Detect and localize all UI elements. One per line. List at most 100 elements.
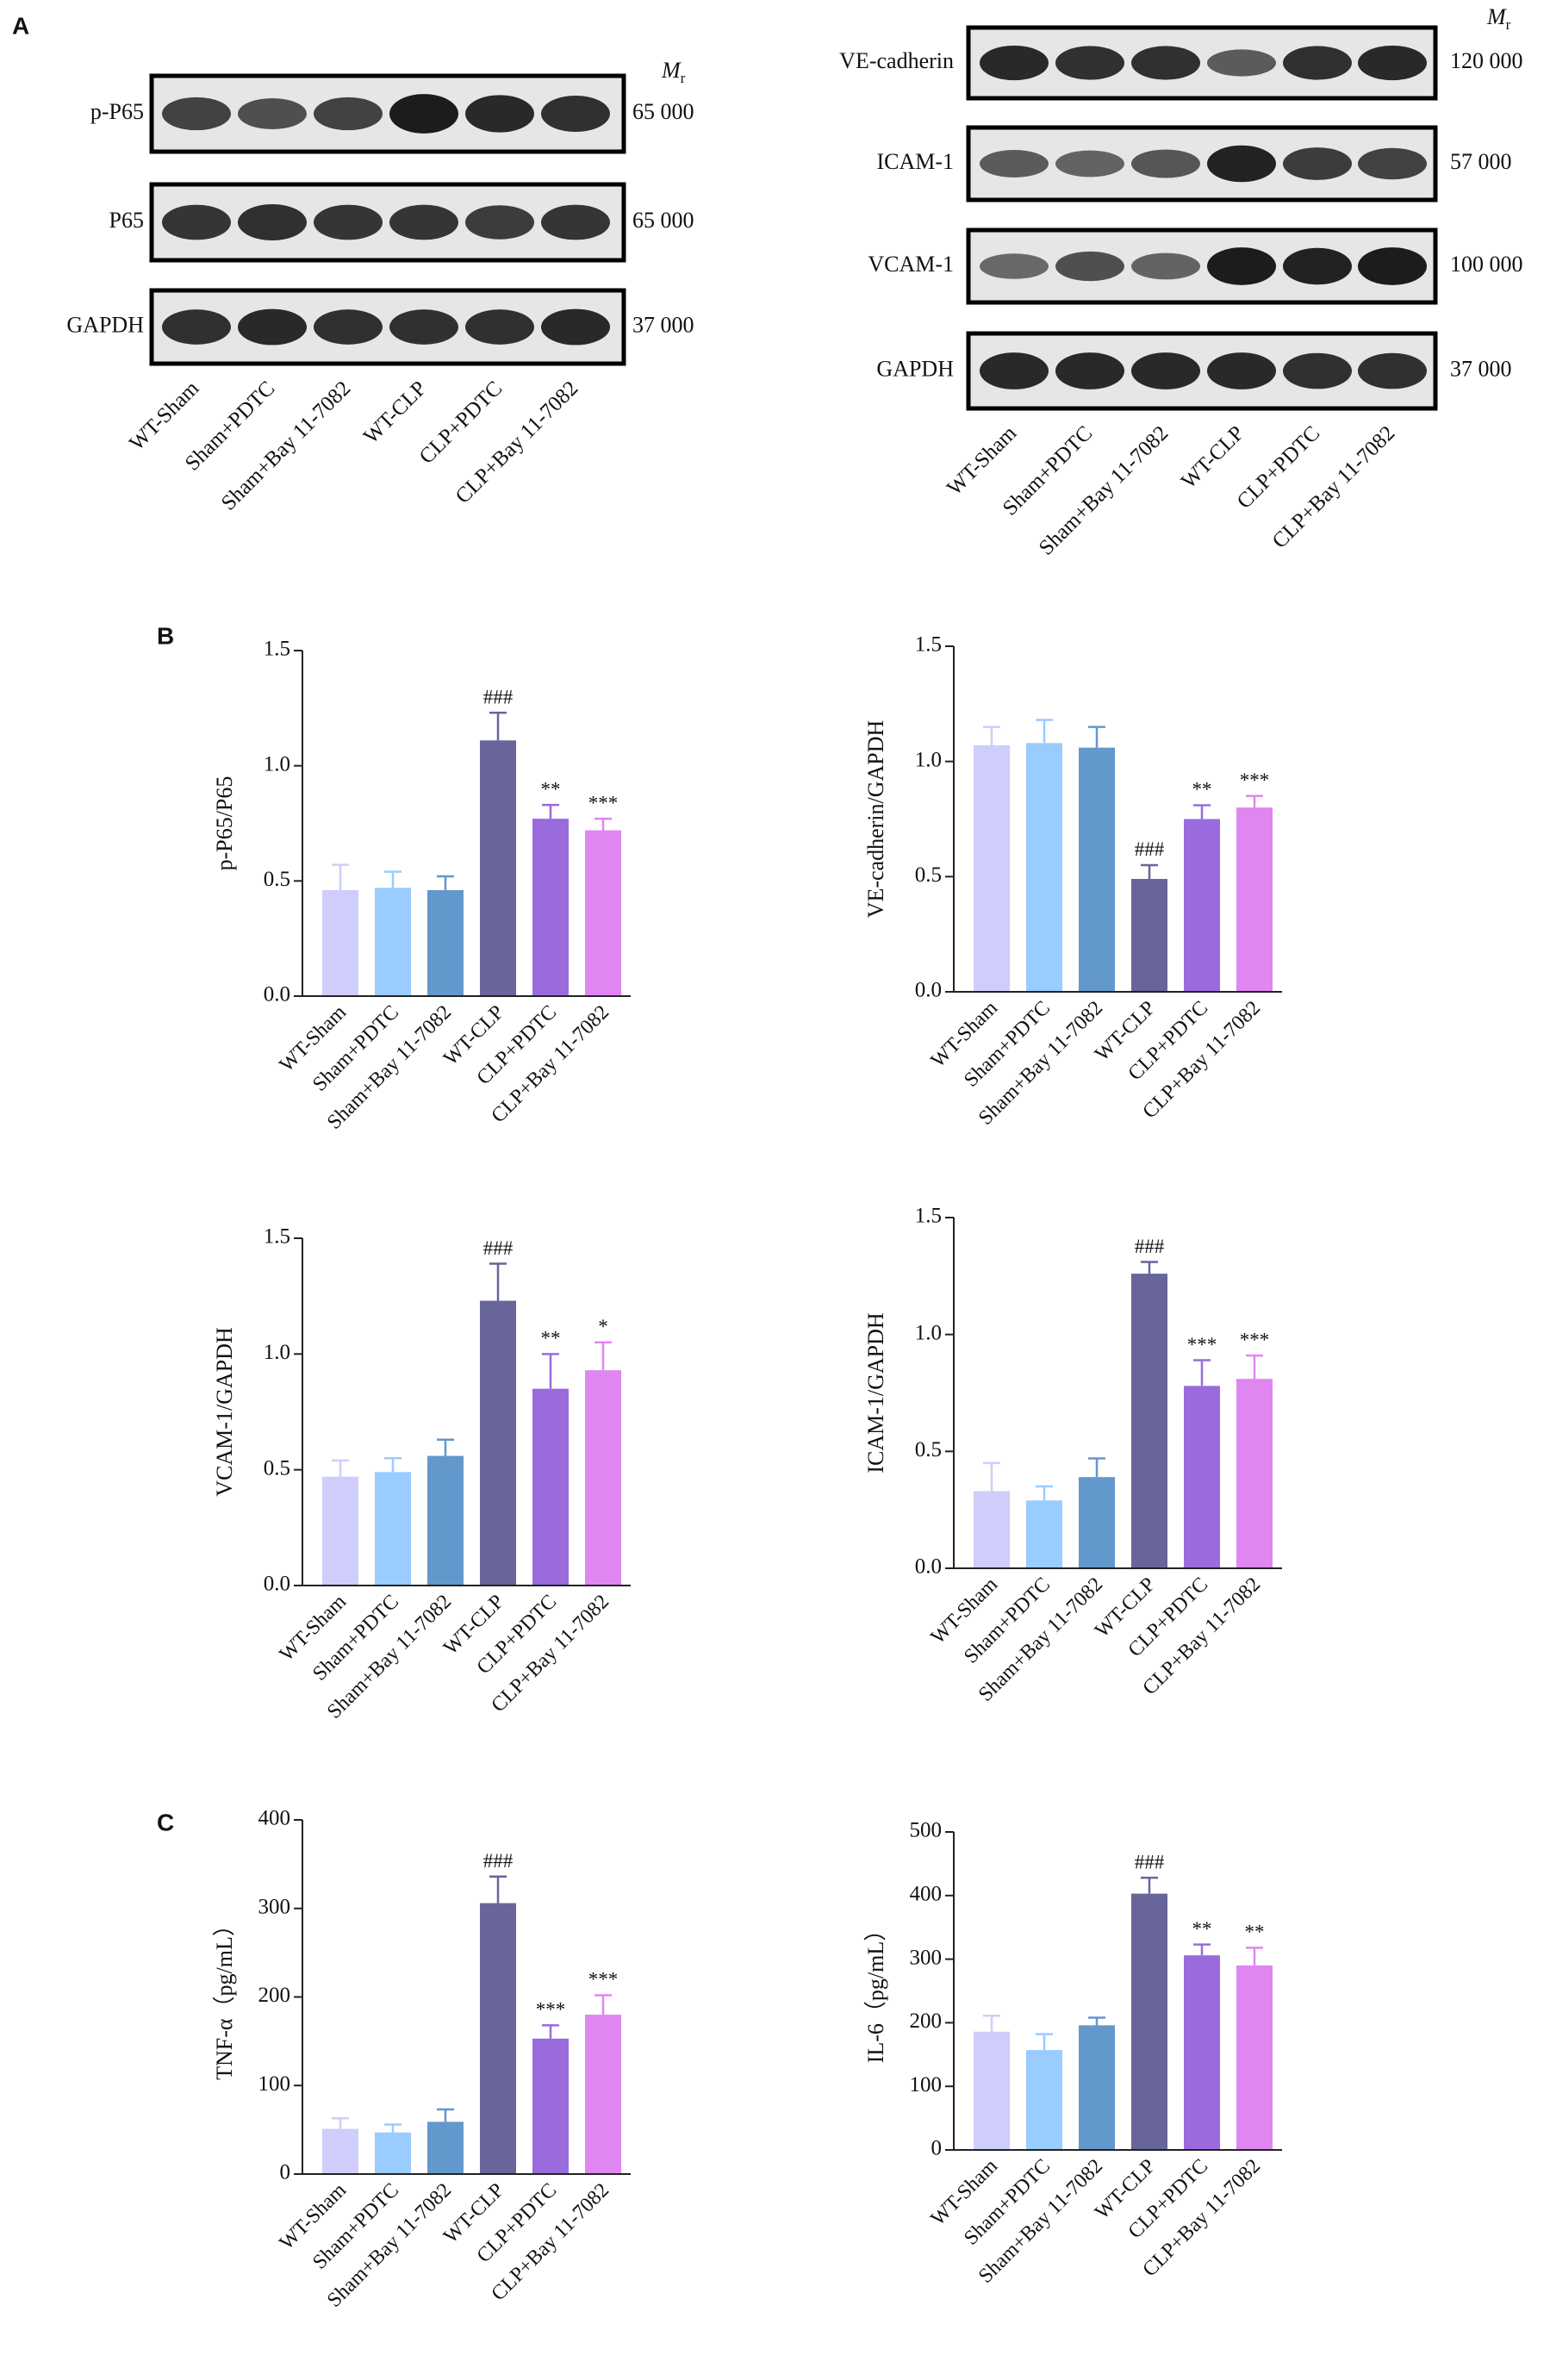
- mr-label: Mr: [1486, 4, 1511, 33]
- y-axis-title: TNF-α（pg/mL）: [212, 1914, 237, 2080]
- bar: [585, 1370, 621, 1586]
- error-bar: [332, 1459, 349, 1477]
- error-bar: [983, 1461, 1000, 1492]
- blot-band: [162, 204, 231, 240]
- bar: [1184, 1386, 1220, 1568]
- error-bar: [1141, 1876, 1158, 1894]
- blot-row-label: GAPDH: [66, 312, 144, 337]
- bar: [375, 2132, 411, 2174]
- blot-band: [1055, 251, 1124, 282]
- blot-band: [314, 204, 383, 240]
- bar: [1236, 807, 1273, 992]
- error-bar: [594, 1341, 612, 1371]
- error-bar: [594, 1994, 612, 2016]
- bar: [974, 745, 1010, 992]
- error-bar: [1141, 863, 1158, 880]
- blot-band: [1055, 352, 1124, 389]
- error-bar: [1246, 794, 1263, 808]
- error-bar: [1036, 719, 1053, 744]
- error-bar: [1141, 1261, 1158, 1274]
- bar: [585, 830, 621, 996]
- y-tick-label: 0.5: [264, 868, 290, 891]
- panel-label: A: [12, 12, 29, 39]
- significance-label: **: [1192, 1918, 1212, 1940]
- mr-subscript: r: [681, 70, 686, 86]
- blot-band: [980, 45, 1049, 81]
- y-axis-title: VE-cadherin/GAPDH: [863, 720, 888, 918]
- blot-band: [1358, 45, 1427, 81]
- bar: [532, 819, 569, 996]
- blot-band: [162, 309, 231, 345]
- blot-band: [1283, 247, 1352, 285]
- bar: [427, 1455, 464, 1586]
- bar: [1131, 1893, 1167, 2150]
- blot-band: [238, 98, 307, 129]
- error-bar: [1088, 726, 1105, 748]
- bar: [1131, 1274, 1167, 1568]
- error-bar: [1193, 804, 1211, 819]
- molecular-weight: 100 000: [1450, 252, 1523, 277]
- error-bar: [1246, 1354, 1263, 1380]
- blot-band: [980, 253, 1049, 279]
- bar: [1131, 879, 1167, 992]
- significance-label: **: [1192, 779, 1212, 801]
- blot-row-label: P65: [109, 208, 144, 233]
- bar: [1079, 1477, 1115, 1568]
- y-tick-label: 1.0: [264, 1341, 290, 1364]
- error-bar: [1088, 2016, 1105, 2026]
- significance-label: ###: [483, 1850, 514, 1872]
- blot-band: [1283, 147, 1352, 180]
- significance-label: **: [541, 1328, 561, 1349]
- y-tick-label: 0.5: [264, 1456, 290, 1480]
- blot-band: [1131, 149, 1200, 178]
- blot-band: [1131, 252, 1200, 280]
- y-tick-label: 500: [910, 1819, 943, 1842]
- mr-label: Mr: [661, 58, 686, 86]
- significance-label: ***: [1240, 769, 1270, 791]
- significance-label: ###: [483, 686, 514, 707]
- blot-band: [389, 94, 458, 134]
- blot-band: [1207, 247, 1276, 285]
- blot-band: [541, 204, 610, 240]
- bar: [322, 1476, 358, 1586]
- blot-band: [1207, 49, 1276, 77]
- blot-band: [1358, 147, 1427, 180]
- blot-band: [980, 150, 1049, 178]
- blot-band: [1283, 352, 1352, 389]
- blot-band: [314, 309, 383, 345]
- panel-label: C: [157, 1809, 174, 1835]
- significance-label: ***: [588, 1969, 619, 1991]
- blot-band: [541, 95, 610, 133]
- mr-symbol: M: [661, 58, 682, 83]
- blot-row-label: GAPDH: [876, 356, 954, 381]
- bar: [1026, 2050, 1062, 2150]
- y-tick-label: 0.5: [915, 863, 942, 887]
- y-tick-label: 0.0: [264, 1573, 290, 1596]
- blot-band: [1358, 247, 1427, 285]
- y-tick-label: 1.5: [915, 633, 942, 657]
- bar: [532, 1388, 569, 1586]
- error-bar: [332, 863, 349, 891]
- molecular-weight: 37 000: [1450, 356, 1512, 381]
- error-bar: [489, 1875, 507, 1903]
- error-bar: [489, 1262, 507, 1301]
- blot-band: [980, 352, 1049, 389]
- blot-band: [1055, 46, 1124, 80]
- blot-band: [1207, 352, 1276, 389]
- bar: [322, 2128, 358, 2174]
- y-tick-label: 1.5: [915, 1205, 942, 1228]
- y-tick-label: 200: [910, 2009, 943, 2033]
- y-tick-label: 0.0: [915, 979, 942, 1002]
- bar: [375, 1472, 411, 1586]
- bar: [427, 890, 464, 996]
- y-tick-label: 0.5: [915, 1438, 942, 1461]
- blot-band: [1131, 352, 1200, 389]
- error-bar: [983, 726, 1000, 745]
- blot-row-label: p-P65: [90, 99, 144, 124]
- significance-label: ***: [536, 1999, 566, 2021]
- blot-band: [1283, 46, 1352, 80]
- blot-band: [389, 204, 458, 240]
- y-tick-label: 400: [910, 1883, 943, 1906]
- significance-label: ###: [1135, 838, 1165, 860]
